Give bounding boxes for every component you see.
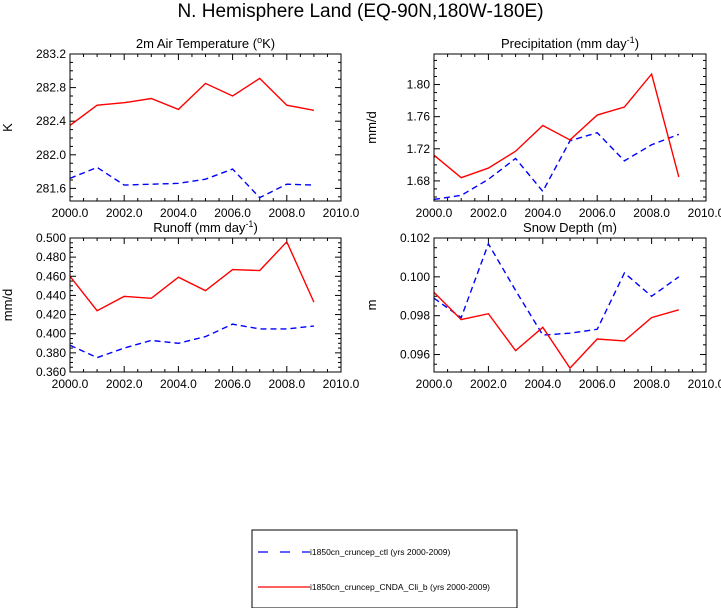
y-tick-label: 282.4 — [36, 114, 66, 128]
x-tick-label: 2002.0 — [106, 377, 143, 391]
x-tick-label: 2006.0 — [579, 377, 616, 391]
x-tick-label: 2008.0 — [633, 377, 670, 391]
panels: 281.6 282.0 282.4 282.8 283.2 2000.0 2002.0 200… — [0, 35, 721, 391]
y-tick-label: 0.380 — [36, 346, 66, 360]
x-tick-label: 2000.0 — [416, 377, 453, 391]
x-tick-label: 2002.0 — [470, 206, 507, 220]
plot-frame — [69, 53, 342, 202]
y-tick-label: 0.420 — [36, 308, 66, 322]
panel-title: 2m Air Temperature (oK) — [136, 35, 275, 51]
panel-title: Runoff (mm day-1) — [153, 219, 258, 235]
y-axis-label: K — [0, 123, 15, 132]
x-tick-label: 2006.0 — [579, 206, 616, 220]
x-tick-label: 2008.0 — [268, 206, 305, 220]
legend: i1850cn_cruncep_ctl (yrs 2000-2009) i1850… — [251, 529, 518, 608]
plot-frame — [69, 237, 342, 373]
figure-title: N. Hemisphere Land (EQ-90N,180W-180E) — [177, 1, 544, 22]
y-tick-label: 0.100 — [400, 270, 430, 284]
series-line-ctl — [434, 242, 680, 336]
x-tick-label: 2006.0 — [214, 377, 251, 391]
x-tick-label: 2008.0 — [268, 377, 305, 391]
x-tick-label: 2010.0 — [688, 206, 721, 220]
series-line-ctl — [70, 323, 314, 359]
x-tick-label: 2004.0 — [524, 206, 561, 220]
y-tick-label: 1.76 — [407, 110, 431, 124]
panel-title: Precipitation (mm day-1) — [501, 35, 639, 51]
y-tick-label: 281.6 — [36, 181, 66, 195]
y-tick-label: 282.0 — [36, 148, 66, 162]
y-tick-label: 0.500 — [36, 231, 66, 245]
chart-panel-2: 1.68 1.72 1.76 1.80 2000.0 2002.0 2004.0 2006.0… — [364, 35, 721, 220]
series-line-cnda — [434, 72, 680, 179]
chart-panel-1: 281.6 282.0 282.4 282.8 283.2 2000.0 2002.0 200… — [0, 35, 360, 220]
x-tick-label: 2004.0 — [524, 377, 561, 391]
y-tick-label: 0.480 — [36, 250, 66, 264]
y-tick-label: 0.098 — [400, 309, 430, 323]
series-line-cnda — [434, 291, 679, 370]
y-tick-label: 283.2 — [36, 47, 66, 61]
y-tick-label: 282.8 — [36, 81, 66, 95]
y-tick-label: 0.400 — [36, 327, 66, 341]
x-tick-label: 2002.0 — [470, 377, 507, 391]
y-tick-label: 1.72 — [407, 142, 431, 156]
series-line-ctl — [70, 166, 314, 199]
y-tick-label: 0.460 — [36, 269, 66, 283]
x-tick-label: 2000.0 — [52, 206, 89, 220]
x-tick-label: 2002.0 — [106, 206, 143, 220]
plot-frame — [433, 53, 707, 202]
x-tick-label: 2000.0 — [52, 377, 89, 391]
y-axis-label: m — [364, 300, 379, 311]
chart-panel-3: 0.360 0.380 0.400 0.420 0.440 0.460 0.480 0.500… — [0, 219, 360, 391]
y-tick-label: 0.096 — [400, 348, 430, 362]
legend-label-1: i1850cn_cruncep_ctl (yrs 2000-2009) — [310, 547, 451, 557]
x-tick-label: 2004.0 — [160, 377, 197, 391]
x-tick-label: 2000.0 — [416, 206, 453, 220]
panel-title: Snow Depth (m) — [523, 220, 617, 235]
series-line-cnda — [70, 77, 315, 126]
x-tick-label: 2010.0 — [688, 377, 721, 391]
legend-box — [251, 529, 518, 608]
y-tick-label: 0.360 — [36, 365, 66, 379]
x-tick-label: 2010.0 — [323, 377, 360, 391]
legend-label-2: i1850cn_cruncep_CNDA_Cli_b (yrs 2000-200… — [310, 582, 490, 592]
y-tick-label: 0.440 — [36, 288, 66, 302]
y-tick-label: 1.80 — [407, 78, 431, 92]
plot-frame — [433, 237, 707, 373]
chart-panel-4: 0.096 0.098 0.100 0.102 2000.0 2002.0 2004.0 20… — [364, 220, 721, 391]
series-line-ctl — [434, 131, 680, 201]
y-tick-label: 1.68 — [407, 174, 431, 188]
y-axis-label: mm/d — [364, 111, 379, 144]
x-tick-label: 2004.0 — [160, 206, 197, 220]
x-tick-label: 2008.0 — [633, 206, 670, 220]
x-tick-label: 2010.0 — [323, 206, 360, 220]
series-line-cnda — [70, 240, 315, 312]
y-tick-label: 0.102 — [400, 231, 430, 245]
y-axis-label: mm/d — [0, 289, 15, 322]
x-tick-label: 2006.0 — [214, 206, 251, 220]
